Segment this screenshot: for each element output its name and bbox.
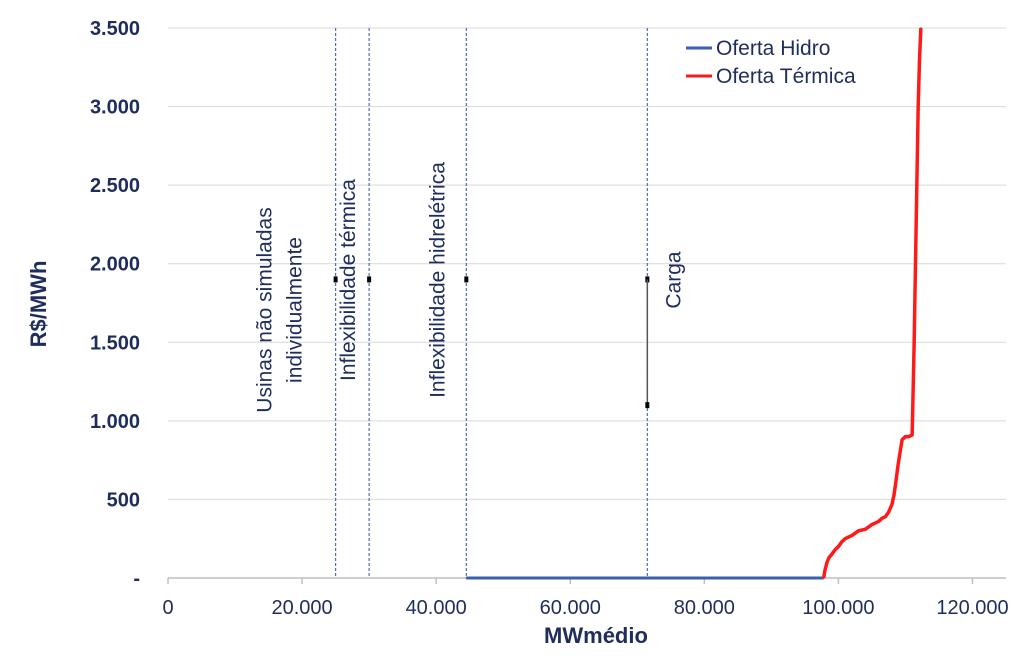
legend-label: Oferta Térmica: [716, 65, 856, 88]
data-point: [916, 184, 918, 186]
annotation-text: Usinas não simuladas: [254, 207, 277, 412]
data-point: [837, 545, 840, 548]
data-point: [918, 58, 921, 61]
x-tick-label: 0: [162, 597, 173, 619]
data-point: [904, 435, 907, 438]
data-point: [465, 577, 468, 579]
data-point: [840, 541, 843, 543]
data-point: [920, 27, 922, 29]
data-point: [851, 534, 853, 537]
data-point: [864, 528, 867, 531]
data-point: [857, 530, 860, 532]
annotation-marker: [367, 276, 372, 283]
data-point: [830, 553, 833, 556]
data-point: [871, 523, 873, 526]
data-point: [895, 479, 897, 482]
annotation-lines: [333, 28, 650, 578]
axes: - 500 1.000 1.500 2.000 2.500 3.000 3.500 0 20.00…: [90, 18, 1009, 619]
data-point: [901, 438, 903, 441]
grid-lines: [168, 27, 1006, 500]
data-point: [899, 451, 901, 454]
data-point: [826, 561, 828, 564]
data-point: [911, 434, 913, 436]
annotation-marker: [333, 276, 338, 283]
y-tick-label: 1.500: [90, 332, 140, 354]
data-point: [897, 464, 899, 466]
data-point: [907, 435, 910, 438]
annotation-text: Inflexibilidade térmica: [337, 179, 360, 381]
legend: Oferta Hidro Oferta Térmica: [686, 37, 856, 88]
data-point: [884, 515, 887, 518]
x-axis-title: MWmédio: [544, 623, 648, 648]
y-tick-label: 3.500: [90, 18, 140, 40]
x-tick-label: 100.000: [802, 597, 874, 619]
y-tick-label: 2.500: [90, 175, 140, 197]
data-point: [822, 577, 825, 579]
y-tick-label: 500: [107, 489, 140, 511]
annotation-text: Inflexibilidade hidrelétrica: [426, 162, 449, 398]
data-point: [844, 537, 846, 540]
data-point: [887, 511, 890, 513]
x-tick-label: 20.000: [271, 597, 332, 619]
y-tick-label: 2.000: [90, 254, 140, 276]
annotation-text: individualmente: [284, 237, 307, 383]
data-point: [881, 517, 883, 520]
x-tick-label: 80.000: [674, 597, 735, 619]
data-point: [824, 569, 826, 571]
x-tick-label: 40.000: [406, 597, 467, 619]
x-tick-label: 60.000: [540, 597, 601, 619]
data-point: [917, 105, 919, 108]
y-tick-label: -: [133, 568, 140, 590]
y-tick-label: 3.000: [90, 97, 140, 119]
data-point: [913, 341, 915, 344]
y-tick-label: 1.000: [90, 411, 140, 433]
data-point: [847, 536, 850, 538]
data-point: [914, 262, 917, 265]
series-line: [821, 27, 923, 579]
legend-label: Oferta Hidro: [716, 37, 830, 60]
data-point: [828, 556, 830, 559]
x-tick-label: 120.000: [936, 597, 1008, 619]
data-point: [893, 493, 895, 496]
series: [465, 27, 923, 580]
data-point: [912, 404, 914, 406]
annotation-marker: [645, 402, 650, 409]
annotation-text: Carga: [662, 251, 685, 309]
data-point: [877, 520, 880, 523]
data-point: [891, 503, 893, 505]
annotations: Usinas não simuladas individualmente Infle…: [254, 162, 686, 413]
data-point: [834, 548, 836, 551]
annotation-marker: [464, 276, 469, 283]
y-axis-title: R$/MWh: [26, 261, 51, 348]
